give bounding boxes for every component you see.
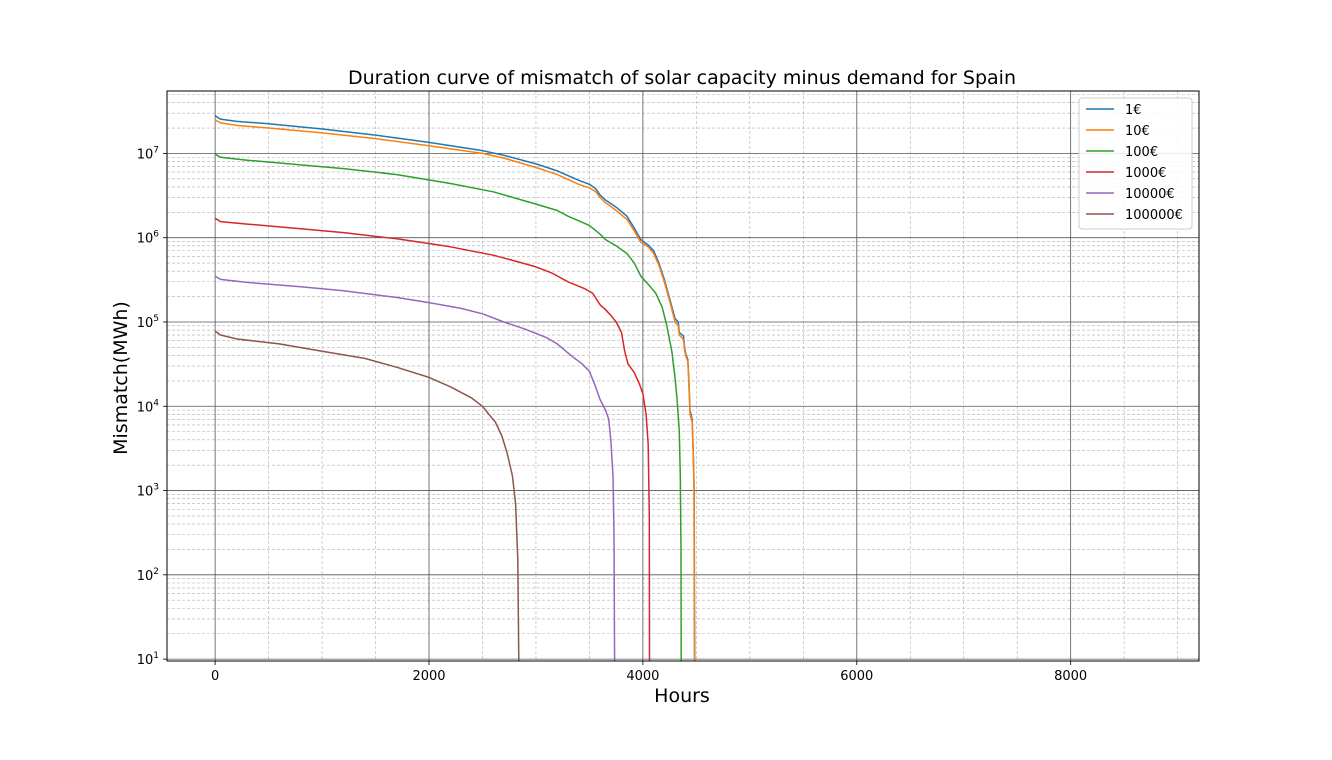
x-axis-label: Hours [654,685,710,707]
x-axis-ticks: 0 2000 4000 6000 8000 [211,661,1087,684]
series-line-1 [214,119,696,662]
plot-frame [166,90,1200,662]
legend-label: 1000€ [1125,166,1166,181]
legend-label: 100000€ [1125,208,1183,223]
y-tick-label: 106 [137,230,160,247]
x-tick-label: 6000 [840,669,873,684]
x-tick-label: 0 [211,669,219,684]
minor-grid [167,91,1199,661]
major-grid [167,91,1199,661]
x-tick-label: 2000 [412,669,445,684]
series-line-5 [214,330,520,662]
series-line-4 [214,275,616,662]
legend-label: 10€ [1125,124,1150,139]
legend-label: 10000€ [1125,187,1175,202]
y-tick-label: 102 [137,567,159,584]
series-line-3 [214,217,651,662]
y-tick-label: 104 [137,398,160,415]
legend-label: 1€ [1125,103,1142,118]
legend-label: 100€ [1125,145,1158,160]
y-tick-label: 101 [137,651,159,668]
chart-title: Duration curve of mismatch of solar capa… [348,67,1016,89]
x-tick-label: 8000 [1054,669,1087,684]
y-tick-label: 103 [137,483,159,500]
y-tick-label: 105 [137,314,159,331]
series-layer [214,115,696,662]
legend: 1€ 10€ 100€ 1000€ 10000€ 100000€ [1078,97,1193,230]
y-axis-label: Mismatch(MWh) [110,301,132,455]
x-tick-label: 4000 [626,669,659,684]
series-line-2 [214,153,682,662]
y-tick-label: 107 [137,145,159,162]
y-axis-ticks: 101 102 103 104 105 106 107 [137,145,167,668]
